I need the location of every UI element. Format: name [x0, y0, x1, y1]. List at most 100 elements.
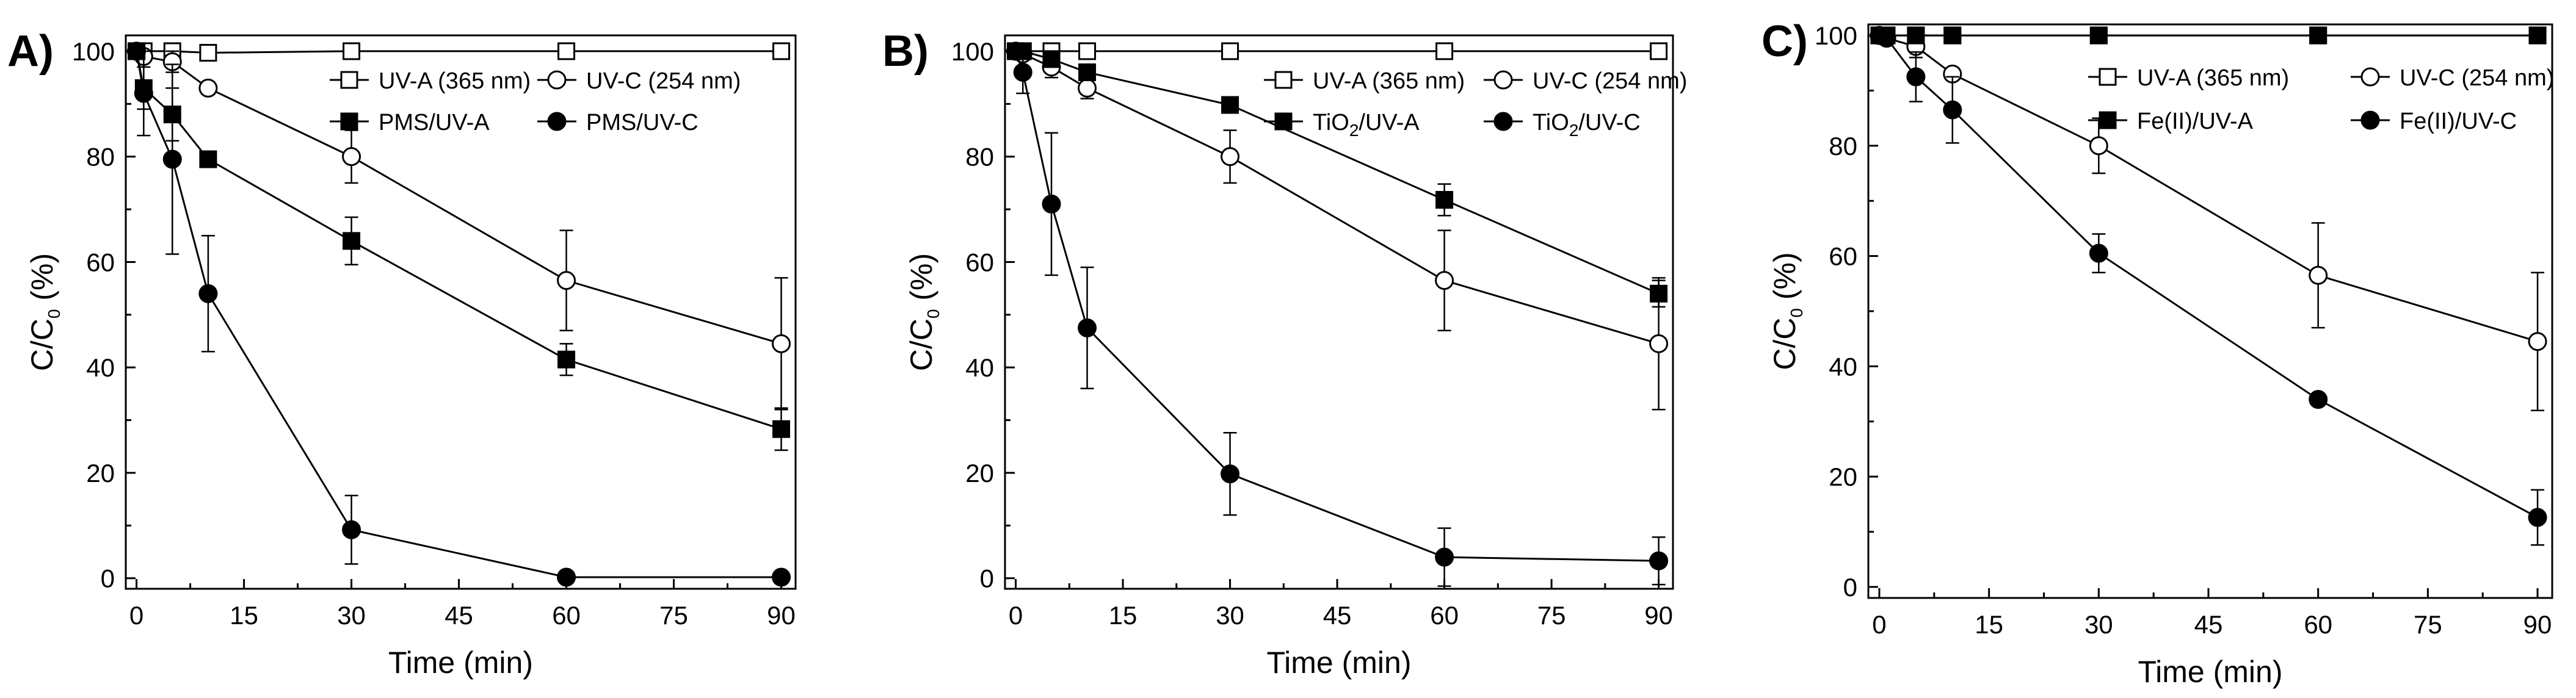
data-point: [199, 44, 217, 62]
legend-marker: [547, 112, 567, 131]
data-point: [343, 232, 361, 250]
y-tick-label: 100: [1815, 21, 1857, 50]
legend-label: Fe(II)/UV-A: [2137, 109, 2254, 134]
data-point: [1078, 318, 1097, 337]
legend-marker: [1274, 71, 1293, 89]
legend-marker: [547, 70, 567, 90]
data-point: [343, 42, 361, 60]
x-tick-label: 0: [1872, 610, 1886, 639]
series-line: [136, 51, 782, 430]
data-point: [1221, 464, 1240, 484]
data-point: [1435, 547, 1454, 567]
series-PMS/UV-C: [127, 41, 791, 587]
y-tick-label: 40: [86, 353, 115, 382]
panel-tag: B): [882, 27, 929, 76]
x-tick-label: 45: [1323, 601, 1352, 630]
legend-label: TiO2/UV-C: [1533, 110, 1641, 140]
x-tick-label: 90: [1644, 601, 1673, 630]
data-point: [1042, 194, 1061, 214]
x-tick-label: 75: [659, 601, 688, 630]
data-point: [1907, 26, 1925, 45]
data-point: [1078, 42, 1097, 60]
data-point: [772, 420, 791, 438]
chart-panel-3: C) 0 15 30 45 60 75 90 0 20 40 60 80 100 Time (min) C/C…: [1761, 17, 2554, 689]
data-point: [1943, 26, 1962, 45]
series-Fe(II)/UV-A: [1870, 26, 2547, 45]
series-UV-A (365 nm): [128, 42, 791, 62]
y-tick-label: 40: [965, 353, 994, 382]
y-tick-label: 100: [72, 37, 115, 66]
y-axis-title: C/C0 (%): [1768, 252, 1806, 370]
y-tick-label: 100: [951, 37, 994, 66]
legend-label: UV-C (254 nm): [1533, 68, 1687, 94]
y-tick-label: 80: [86, 143, 115, 171]
data-point: [1435, 271, 1454, 290]
legend-item: PMS/UV-C: [537, 110, 698, 135]
y-tick-label: 0: [1843, 573, 1857, 602]
legend-label: Fe(II)/UV-C: [2400, 109, 2517, 134]
y-tick-label: 40: [1829, 352, 1857, 381]
x-tick-label: 15: [1975, 610, 2003, 639]
x-tick-label: 0: [1009, 601, 1023, 630]
data-point: [2528, 26, 2547, 45]
data-point: [162, 149, 182, 169]
x-tick-label: 45: [444, 601, 473, 630]
legend-marker: [1274, 112, 1293, 131]
data-point: [1221, 96, 1239, 114]
x-tick-label: 60: [2304, 610, 2332, 639]
legend-label: PMS/UV-C: [586, 110, 698, 135]
data-point: [2528, 508, 2547, 527]
x-tick-label: 60: [1430, 601, 1459, 630]
data-point: [1943, 100, 1962, 120]
y-tick-label: 60: [1829, 242, 1857, 271]
legend-item: TiO2/UV-C: [1484, 110, 1641, 140]
data-point: [2309, 26, 2327, 45]
y-tick-label: 20: [86, 459, 115, 488]
series-UV-A (365 nm): [1007, 42, 1668, 60]
legend-item: Fe(II)/UV-A: [2088, 109, 2254, 134]
panel-tag: A): [7, 27, 54, 76]
data-point: [2089, 243, 2108, 263]
y-tick-label: 0: [101, 564, 115, 593]
x-axis-title: Time (min): [388, 646, 533, 680]
plot-frame: [125, 34, 797, 590]
legend: UV-A (365 nm) UV-C (254 nm) Fe(II)/UV-A Fe(…: [2088, 65, 2554, 134]
panel-tag: C): [1761, 17, 1808, 66]
y-tick-label: 20: [1829, 462, 1857, 491]
data-point: [198, 284, 218, 303]
legend-label: TiO2/UV-A: [1313, 110, 1420, 140]
data-point: [342, 520, 361, 539]
legend-marker: [340, 112, 358, 131]
data-point: [557, 271, 576, 290]
y-tick-label: 20: [965, 459, 994, 488]
data-point: [1042, 50, 1061, 68]
legend-label: UV-A (365 nm): [379, 68, 531, 94]
x-tick-label: 60: [552, 601, 581, 630]
data-point: [1649, 551, 1669, 570]
data-point: [557, 567, 576, 587]
legend-item: UV-C (254 nm): [2351, 65, 2554, 91]
data-point: [199, 150, 217, 168]
y-tick-label: 60: [965, 248, 994, 276]
legend-item: UV-A (365 nm): [2088, 65, 2289, 91]
legend-item: PMS/UV-A: [330, 110, 490, 135]
series-line: [136, 50, 782, 54]
data-point: [1650, 284, 1668, 303]
legend-marker: [340, 71, 358, 89]
x-tick-label: 90: [767, 601, 796, 630]
x-tick-label: 45: [2194, 610, 2223, 639]
data-point: [2309, 390, 2328, 409]
data-point: [2089, 26, 2108, 45]
legend-label: PMS/UV-A: [379, 110, 490, 135]
data-point: [1877, 29, 1896, 48]
y-tick-label: 80: [965, 143, 994, 171]
data-point: [772, 334, 791, 353]
data-point: [1221, 147, 1240, 167]
y-axis-title: C/C0 (%): [904, 253, 943, 371]
legend: UV-A (365 nm) UV-C (254 nm) PMS/UV-A PMS/UV…: [330, 68, 741, 135]
data-point: [1435, 42, 1454, 60]
x-tick-label: 75: [2414, 610, 2442, 639]
legend-marker: [1493, 70, 1513, 90]
legend-item: UV-A (365 nm): [330, 68, 531, 94]
legend: UV-A (365 nm) UV-C (254 nm) TiO2/UV-A TiO2/…: [1264, 68, 1687, 140]
